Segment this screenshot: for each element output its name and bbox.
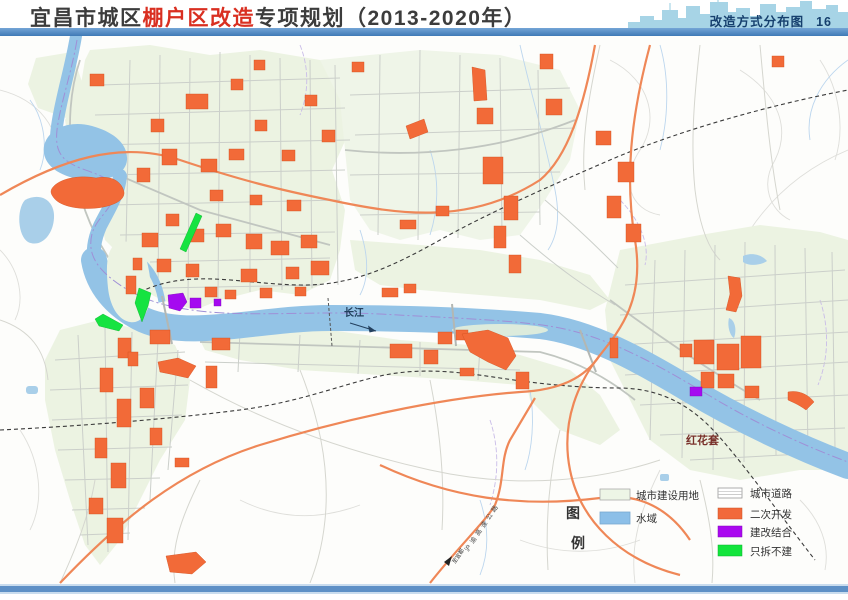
legend-label-road: 城市道路 [750,487,792,500]
legend-swatch-combine [717,525,743,538]
title-part-2: 专项规划（2013-2020年） [255,7,527,30]
river-label: 长江 [344,306,364,319]
redevelopment-patches [50,53,815,575]
page-title: 宜昌市城区棚户区改造专项规划（2013-2020年） [30,2,526,32]
header-blue-bar [0,28,848,36]
legend-swatch-redevelopment [717,507,743,520]
legend-swatch-urban-land [599,488,631,501]
city-skyline-graphic [628,0,848,28]
legend-label-water: 水域 [636,512,657,525]
legend-label-urban-land: 城市建设用地 [636,489,699,502]
rural-roads [0,44,781,584]
title-part-1: 宜昌市城区 [30,7,143,30]
title-part-red: 棚户区改造 [142,7,255,30]
map-canvas: 长江 红花套 沪渝高速公路 至宜都 图 例 城市建设用地 水域 城市道路 [0,36,848,584]
ferry-line [327,297,333,347]
combined-renovation-patches [167,292,703,397]
corner-caption: 改造方式分布图 16 [710,11,832,30]
streams [29,44,848,576]
river-flow-arrowhead [368,325,376,333]
page-header: 宜昌市城区棚户区改造专项规划（2013-2020年） 改造方式分布图 16 [0,0,848,36]
legend-swatch-demolish [717,544,743,557]
map-legend: 图 例 城市建设用地 水域 城市道路 二次开发 建改结合 只拆不建 [566,487,792,558]
railways [0,89,848,561]
footer-blue-bar [0,584,848,594]
legend-title-char-1: 图 [566,505,580,521]
legend-label-demolish: 只拆不建 [750,545,792,558]
yangtze-river [19,36,848,481]
legend-swatch-water [599,511,631,525]
legend-title-char-2: 例 [571,535,585,551]
legend-swatch-road [717,487,743,499]
page-number: 16 [816,15,832,29]
legend-label-redevelopment: 二次开发 [750,508,792,521]
demolish-only-patches [94,212,203,332]
legend-label-combine: 建改结合 [750,526,792,539]
town-label: 红花套 [686,433,720,447]
map-type-label: 改造方式分布图 [709,15,805,29]
contour-lines [0,59,848,584]
direction-arrow [444,556,452,566]
